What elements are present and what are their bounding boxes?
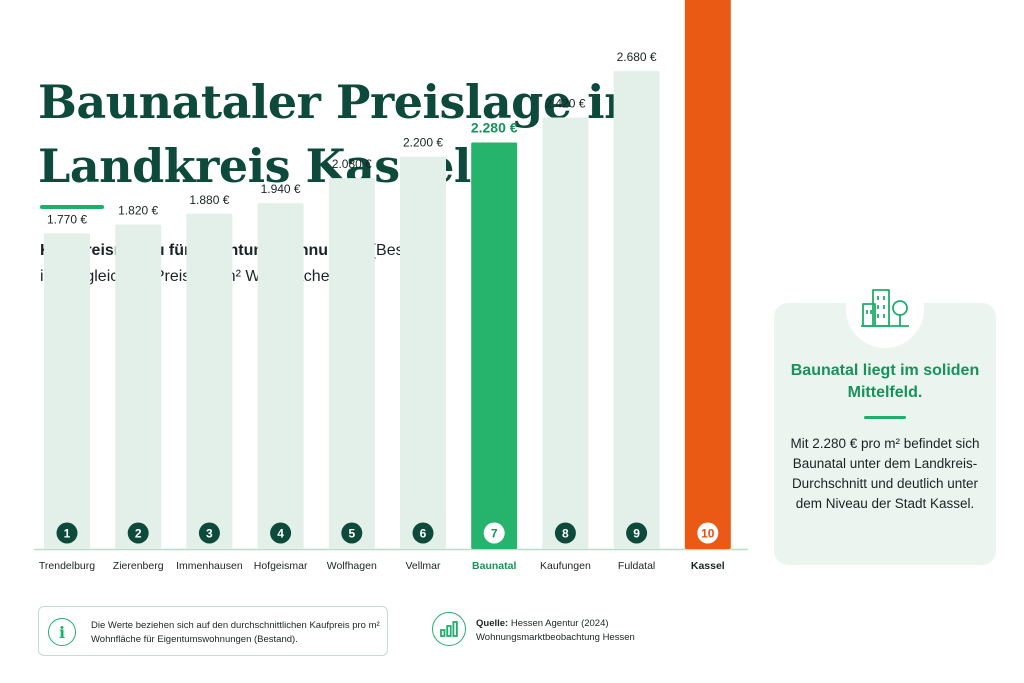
- source-detail: Wohnungsmarktbeobachtung Hessen: [476, 632, 635, 643]
- bar-zierenberg: [115, 224, 162, 549]
- category-label: Baunatal: [472, 560, 516, 572]
- note-box: [38, 606, 388, 656]
- city-buildings-icon: [861, 289, 909, 327]
- rank-badge: [554, 522, 576, 544]
- rank-number: 5: [348, 527, 355, 541]
- summary-icon-badge: [846, 270, 924, 348]
- page-title: Baunataler Preislage im Landkreis Kassel: [38, 75, 653, 193]
- rank-badge: [270, 522, 292, 544]
- price-bar-chart: 1.770 € 1 Trendelburg 1.820 € 2 Zierenberg 1.8…: [34, 0, 748, 572]
- rank-number: 4: [277, 527, 284, 541]
- bar-kassel: [684, 0, 731, 549]
- rank-number: 2: [135, 527, 142, 541]
- summary-divider: [864, 416, 906, 419]
- title-underline: [40, 205, 104, 209]
- info-icon: i: [48, 618, 76, 646]
- bar-baunatal: [471, 142, 518, 549]
- rank-number: 9: [633, 527, 640, 541]
- category-label: Wolfhagen: [327, 560, 377, 572]
- rank-badge: [198, 522, 220, 544]
- category-label: Zierenberg: [113, 560, 164, 572]
- category-label: Vellmar: [405, 560, 441, 572]
- rank-number: 1: [64, 527, 71, 541]
- rank-number: 7: [491, 527, 498, 541]
- rank-number: 10: [701, 527, 715, 541]
- value-label: 1.820 €: [118, 203, 158, 217]
- bar-hofgeismar: [257, 203, 304, 549]
- rank-number: 6: [420, 527, 427, 541]
- rank-badge: [341, 522, 363, 544]
- category-label: Kassel: [691, 560, 725, 572]
- rank-number: 3: [206, 527, 213, 541]
- bar-trendelburg: [44, 233, 90, 549]
- category-label: Hofgeismar: [254, 560, 308, 572]
- bar-fuldatal: [613, 71, 660, 549]
- summary-body: Mit 2.280 € pro m² befindet sich Baunata…: [790, 436, 980, 511]
- note-text: Die Werte beziehen sich auf den durchsch…: [91, 620, 380, 645]
- category-label: Kaufungen: [540, 560, 591, 572]
- value-label: 1.770 €: [47, 212, 87, 226]
- rank-badge: [483, 522, 505, 544]
- bar-kaufungen: [542, 117, 589, 549]
- rank-badge: [697, 522, 719, 544]
- category-label: Immenhausen: [176, 560, 243, 572]
- value-label: 2.080 €: [332, 157, 372, 171]
- bar-chart-icon: [432, 612, 466, 646]
- source-text: Quelle: Hessen Agentur (2024) Wohnungsma…: [476, 617, 736, 645]
- source-name: Hessen Agentur (2024): [508, 618, 609, 629]
- summary-heading: Baunatal liegt im soliden Mittelfeld.: [790, 362, 980, 401]
- value-label: 2.200 €: [403, 136, 443, 150]
- rank-badge: [56, 522, 78, 544]
- rank-number: 8: [562, 527, 569, 541]
- value-label: 2.280 €: [471, 119, 518, 135]
- rank-badge: [127, 522, 149, 544]
- bar-chart-glyph: [440, 621, 458, 637]
- category-label: Trendelburg: [39, 560, 95, 572]
- bar-immenhausen: [186, 213, 233, 549]
- bar-vellmar: [400, 156, 446, 550]
- value-label: 2.420 €: [545, 97, 585, 111]
- rank-badge: [626, 522, 648, 544]
- bar-wolfhagen: [328, 178, 375, 550]
- category-label: Fuldatal: [618, 560, 655, 572]
- value-label: 1.940 €: [261, 182, 301, 196]
- rank-badge: [412, 522, 434, 544]
- value-label: 2.680 €: [617, 50, 657, 64]
- source-label: Quelle:: [476, 618, 509, 629]
- value-label: 1.880 €: [189, 193, 229, 207]
